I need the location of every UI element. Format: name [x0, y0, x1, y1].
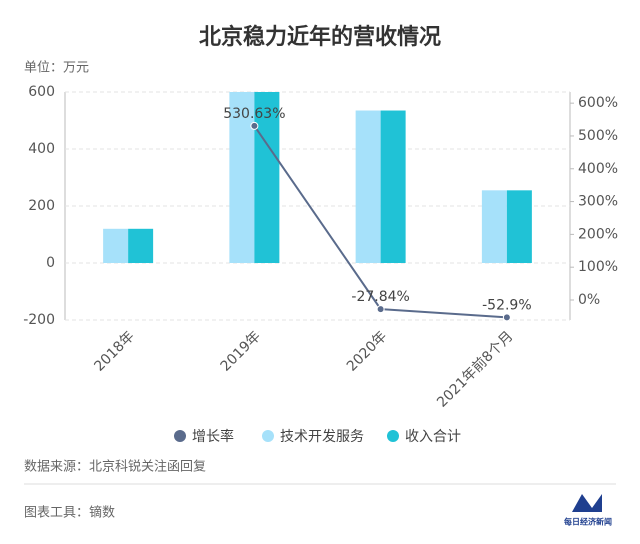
line-point	[376, 305, 385, 314]
y-tick-label: 400	[28, 141, 55, 157]
chart-title: 北京稳力近年的营收情况	[199, 24, 441, 50]
y-tick-label: 200	[28, 198, 55, 214]
y2-tick-label: 600%	[578, 95, 618, 111]
legend-label: 收入合计	[405, 429, 461, 445]
y-tick-label: -200	[23, 312, 55, 328]
x-tick-label: 2021年前8个月	[433, 328, 516, 411]
bar	[506, 190, 532, 263]
source: 数据来源：北京科锐关注函回复	[24, 460, 206, 475]
line-point	[502, 313, 511, 322]
x-tick-label: 2018年	[91, 328, 137, 374]
value-label: -27.84%	[351, 289, 409, 305]
legend-marker	[262, 430, 274, 442]
y2-tick-label: 0%	[578, 292, 600, 308]
bar	[128, 228, 154, 263]
y-tick-label: 600	[28, 84, 55, 100]
legend-marker	[174, 430, 186, 442]
bar	[355, 110, 381, 264]
bar	[103, 228, 129, 263]
plot-area	[103, 92, 532, 264]
y-tick-label: 0	[46, 255, 55, 271]
legend-label: 技术开发服务	[280, 429, 364, 445]
x-tick-label: 2019年	[218, 328, 264, 374]
bar	[380, 110, 406, 264]
y2-tick-label: 200%	[578, 226, 618, 242]
value-label: -52.9%	[482, 297, 532, 313]
bar	[229, 92, 255, 263]
y2-tick-label: 500%	[578, 128, 618, 144]
x-tick-label: 2020年	[344, 328, 390, 374]
logo-icon	[572, 494, 602, 512]
legend-label: 增长率	[192, 428, 234, 445]
logo: 每日经济新闻	[564, 517, 612, 527]
y2-tick-label: 400%	[578, 161, 618, 177]
bar	[254, 92, 280, 263]
line-point	[250, 121, 259, 130]
y2-tick-label: 300%	[578, 194, 618, 210]
value-label: 530.63%	[223, 106, 285, 122]
tool: 图表工具：镝数	[24, 505, 115, 521]
legend-marker	[387, 430, 399, 442]
unit-label: 单位：万元	[24, 61, 89, 76]
y2-tick-label: 100%	[578, 259, 618, 275]
bar	[481, 190, 507, 263]
